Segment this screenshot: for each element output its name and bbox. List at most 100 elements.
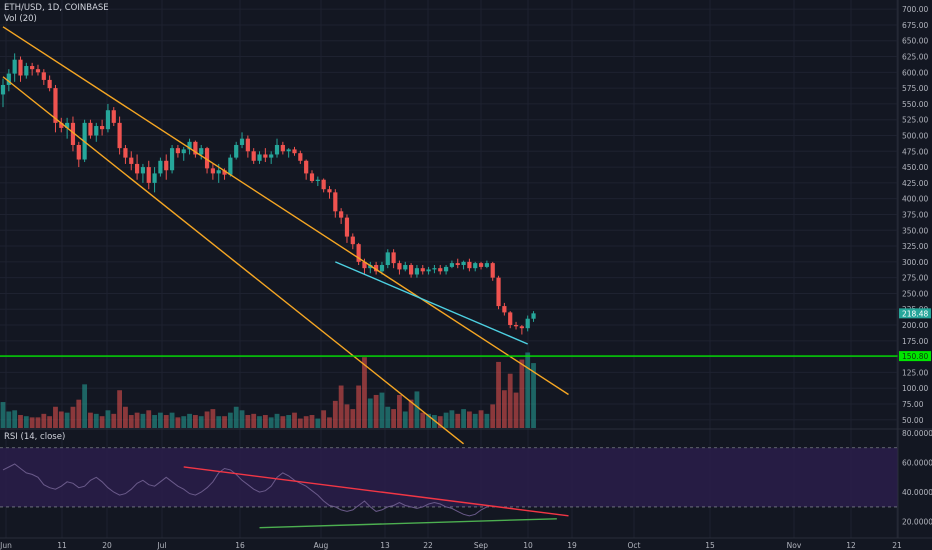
candle-body [531, 313, 536, 319]
candle-body [105, 110, 111, 130]
volume-bar [128, 415, 134, 428]
candle-body [315, 179, 320, 181]
price-tick-label: 250.00 [902, 289, 928, 298]
volume-legend: Vol (20) [4, 14, 37, 24]
candle-body [6, 73, 11, 85]
volume-bar [123, 406, 128, 428]
candle-body [426, 269, 431, 272]
volume-bar [158, 412, 163, 428]
candle-body [502, 306, 507, 313]
candle-body [525, 318, 530, 329]
candle-body [280, 144, 285, 152]
candle-body [438, 268, 443, 272]
time-tick-label: Jul [156, 541, 166, 550]
candle-body [374, 265, 379, 272]
candle-body [47, 79, 52, 89]
candle-body [41, 72, 46, 80]
rsi-trend-red-line [183, 466, 569, 517]
time-tick-label: 12 [846, 541, 856, 550]
time-tick-label: 10 [523, 541, 533, 550]
rsi-legend: RSI (14, close) [4, 432, 66, 442]
candle-body [204, 148, 210, 169]
candle-body [397, 263, 402, 270]
candle-body [432, 268, 437, 270]
price-tick-label: 350.00 [902, 226, 928, 235]
volume-bar [222, 416, 227, 428]
candle-body [187, 141, 192, 150]
candle-body [18, 59, 23, 76]
volume-bar [268, 417, 274, 428]
candle-body [269, 154, 274, 158]
volume-bar [414, 391, 420, 428]
candle-body [239, 138, 245, 145]
time-tick-label: 19 [567, 541, 577, 550]
volume-bar [507, 373, 513, 428]
price-tick-label: 625.00 [902, 53, 928, 62]
price-tick-label: 50.00 [902, 416, 924, 425]
candle-body [216, 170, 221, 174]
time-tick-label: Nov [787, 541, 802, 550]
volume-bar [111, 413, 117, 428]
volume-bar [332, 400, 338, 428]
price-tick-label: 550.00 [902, 100, 928, 109]
volume-bar [181, 416, 187, 428]
volume-bar [501, 390, 507, 428]
candle-body [123, 148, 128, 158]
rsi-line [2, 463, 488, 517]
volume-bar [472, 413, 478, 428]
candle-body [228, 157, 233, 175]
candle-body [274, 144, 280, 155]
candle-body [88, 122, 93, 136]
volume-bar [420, 412, 426, 428]
candle-body [356, 244, 361, 262]
volume-bar [210, 409, 216, 428]
price-label-tag [899, 351, 931, 362]
candle-body [327, 189, 332, 193]
volume-bar [152, 415, 157, 428]
volume-bar [239, 410, 245, 428]
volume-bar [35, 417, 41, 428]
price-tick-label: 650.00 [902, 37, 928, 46]
candle-body [467, 261, 472, 269]
candle-body [339, 211, 344, 218]
volume-bar [23, 416, 29, 428]
volume-bar [198, 416, 204, 428]
price-tick-label: 325.00 [902, 242, 928, 251]
candle-body [368, 265, 373, 269]
volume-bar [18, 415, 23, 428]
candle-body [414, 268, 420, 275]
candle-body [449, 263, 455, 267]
candle-body [257, 154, 262, 161]
annotations [0, 26, 898, 529]
price-tick-label: 275.00 [902, 274, 928, 283]
volume-bar [58, 411, 64, 428]
candle-body [76, 144, 81, 160]
candle-body [59, 122, 64, 128]
volume-bar [93, 413, 99, 428]
volume-bar [496, 361, 501, 428]
candle-body [35, 69, 41, 73]
candle-body [117, 122, 122, 149]
candle-body [304, 160, 309, 174]
rsi-pane [0, 428, 932, 517]
price-tick-label: 525.00 [902, 116, 928, 125]
candle-body [146, 167, 151, 183]
candle-body [519, 326, 524, 329]
candle-body [245, 138, 250, 152]
price-tick-label: 175.00 [902, 337, 928, 346]
candle-body [391, 252, 396, 264]
volume-bar [350, 409, 356, 428]
volume-bar [519, 359, 525, 428]
candle-body [134, 163, 140, 174]
candle-body [385, 252, 390, 266]
candle-body [292, 149, 297, 154]
time-tick-label: Sep [474, 541, 488, 550]
volume-bar [175, 417, 181, 428]
volume-bar [367, 398, 373, 428]
candle-body [321, 179, 326, 190]
rsi-tick-label: 40.0000 [902, 488, 932, 497]
rsi-tick-label: 20.0000 [902, 518, 932, 527]
rsi-trend-green-line [259, 518, 557, 529]
volume-bar [292, 412, 297, 428]
